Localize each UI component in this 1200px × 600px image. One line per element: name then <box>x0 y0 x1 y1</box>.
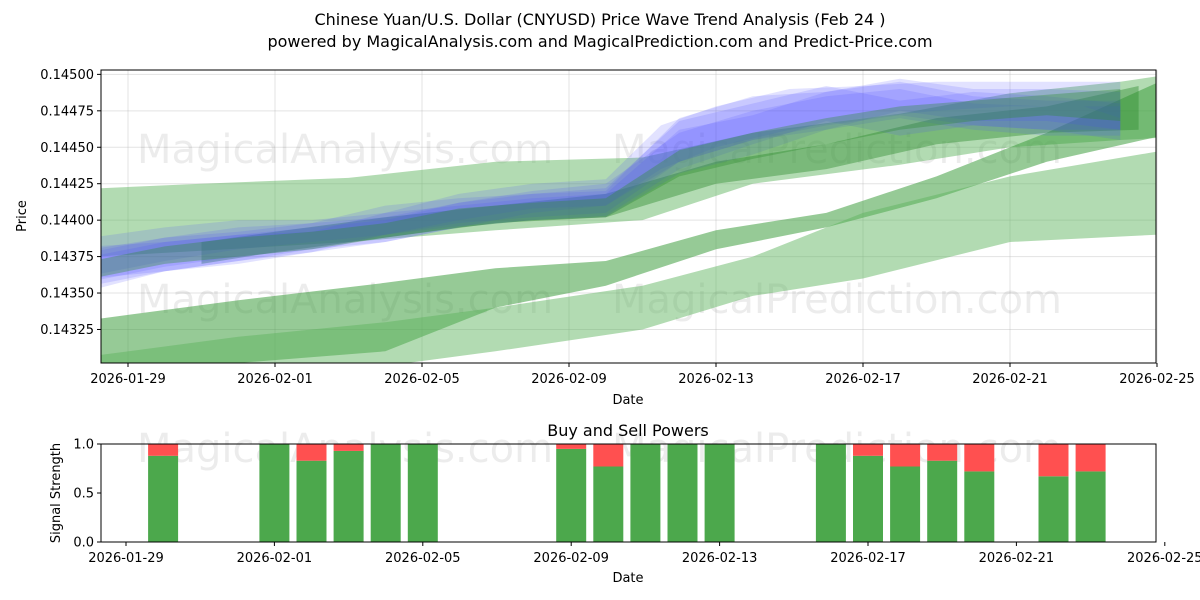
sell-bar-3 <box>333 444 364 451</box>
signal-bars <box>148 444 1106 542</box>
buy-bar-2 <box>296 460 327 542</box>
buy-bar-3 <box>333 450 364 542</box>
buy-bar-13 <box>890 466 921 542</box>
sell-bar-17 <box>1075 444 1106 472</box>
price-y-tick-label-2: 0.14375 <box>40 250 94 265</box>
price-band-green-band-low <box>101 151 1156 363</box>
price-watermark-0: MagicalAnalysis.com <box>137 127 553 173</box>
price-band-green-band-mid <box>101 83 1156 363</box>
price-y-tick-label-6: 0.14475 <box>40 104 94 119</box>
sell-bar-14 <box>927 444 958 461</box>
buy-bar-12 <box>853 455 883 542</box>
price-band-blue-wave-5 <box>101 89 1121 274</box>
price-x-tick-label-5: 2026-02-17 <box>825 372 901 387</box>
signal-title: Buy and Sell Powers <box>547 421 709 440</box>
price-watermark-3: MagicalPrediction.com <box>612 277 1062 323</box>
price-band-green-band-wide-upper <box>101 76 1156 257</box>
buy-bar-11 <box>815 444 846 542</box>
signal-x-ticks: 2026-01-29 2026-02-01 2026-02-05 2026-02-09… <box>88 542 1200 566</box>
price-x-tick-label-1: 2026-02-01 <box>237 372 313 387</box>
signal-x-tick-label-4: 2026-02-13 <box>682 551 758 566</box>
signal-y-ticks: 0.0 0.5 1.0 <box>73 438 101 551</box>
price-y-tick-label-3: 0.14400 <box>40 214 94 229</box>
buy-bar-6 <box>556 448 587 542</box>
price-x-tick-label-7: 2026-02-25 <box>1119 372 1195 387</box>
price-band-blue-wave-1 <box>101 81 1121 288</box>
signal-x-tick-label-7: 2026-02-25 <box>1127 551 1200 566</box>
buy-bar-1 <box>259 444 290 542</box>
price-band-green-band-core <box>201 86 1139 264</box>
signal-y-tick-label-2: 1.0 <box>73 438 94 453</box>
price-y-tick-label-4: 0.14425 <box>40 177 94 192</box>
buy-bar-4 <box>370 444 401 542</box>
sell-bar-6 <box>556 444 587 449</box>
price-bands <box>101 76 1156 363</box>
price-x-tick-label-4: 2026-02-13 <box>678 372 754 387</box>
price-wave-panel: MagicalAnalysis.com MagicalPrediction.com… <box>15 68 1195 408</box>
signal-x-tick-label-3: 2026-02-09 <box>533 551 609 566</box>
price-band-blue-wave-4 <box>101 81 1121 284</box>
buy-bar-9 <box>667 444 698 542</box>
price-x-tick-label-6: 2026-02-21 <box>972 372 1048 387</box>
signal-panel: MagicalAnalysis.comMagicalPrediction.com… <box>49 426 1200 586</box>
price-x-tick-label-3: 2026-02-09 <box>531 372 607 387</box>
price-band-blue-wave-2 <box>101 78 1121 280</box>
buy-bar-17 <box>1075 471 1106 542</box>
sell-bar-16 <box>1038 444 1069 477</box>
sell-bar-0 <box>148 444 179 456</box>
signal-y-tick-label-1: 0.5 <box>73 487 94 502</box>
price-y-tick-label-1: 0.14350 <box>40 287 94 302</box>
price-x-ticks: 2026-01-29 2026-02-01 2026-02-05 2026-02-09… <box>90 363 1195 387</box>
price-band-green-trend-band <box>101 89 1121 277</box>
buy-bar-15 <box>964 471 995 542</box>
price-band-blue-wave-3 <box>101 86 1121 278</box>
chart-subtitle: powered by MagicalAnalysis.com and Magic… <box>267 32 932 51</box>
buy-bar-14 <box>927 460 958 542</box>
sell-bar-2 <box>296 444 327 461</box>
signal-y-tick-label-0: 0.0 <box>73 536 94 551</box>
price-x-tick-label-0: 2026-01-29 <box>90 372 166 387</box>
signal-x-tick-label-0: 2026-01-29 <box>88 551 164 566</box>
signal-x-tick-label-5: 2026-02-17 <box>830 551 906 566</box>
sell-bar-15 <box>964 444 995 472</box>
buy-bar-5 <box>407 444 438 542</box>
buy-bar-0 <box>148 455 179 542</box>
sell-bar-13 <box>890 444 921 467</box>
chart-title: Chinese Yuan/U.S. Dollar (CNYUSD) Price … <box>314 10 885 29</box>
price-y-tick-label-7: 0.14500 <box>40 68 94 83</box>
buy-bar-16 <box>1038 476 1069 542</box>
price-x-tick-label-2: 2026-02-05 <box>384 372 460 387</box>
price-y-tick-label-0: 0.14325 <box>40 323 94 338</box>
buy-bar-10 <box>704 444 735 542</box>
sell-bar-7 <box>593 444 624 467</box>
signal-x-tick-label-2: 2026-02-05 <box>385 551 461 566</box>
sell-bar-12 <box>853 444 883 456</box>
price-y-tick-label-5: 0.14450 <box>40 141 94 156</box>
signal-x-tick-label-1: 2026-02-01 <box>237 551 313 566</box>
signal-x-label: Date <box>612 571 643 586</box>
buy-bar-7 <box>593 466 624 542</box>
signal-x-tick-label-6: 2026-02-21 <box>979 551 1055 566</box>
price-y-ticks: 0.14325 0.14350 0.14375 0.14400 0.14425 0.144… <box>40 68 101 338</box>
buy-bar-8 <box>630 444 661 542</box>
price-x-label: Date <box>612 393 643 408</box>
price-plot-frame <box>100 69 1157 364</box>
price-y-label: Price <box>15 200 30 232</box>
signal-y-label: Signal Strength <box>49 443 64 543</box>
